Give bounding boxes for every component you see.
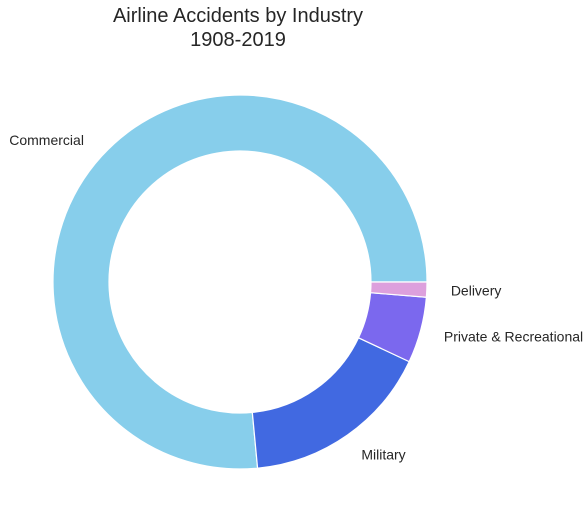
slice-commercial bbox=[52, 94, 428, 470]
slice-labels: Commercial Military Private & Recreational… bbox=[9, 132, 583, 463]
chart-title-line-2: 1908-2019 bbox=[190, 29, 286, 51]
slice-delivery bbox=[369, 281, 428, 298]
label-commercial: Commercial bbox=[9, 132, 84, 148]
chart-title-line-1: Airline Accidents by Industry bbox=[113, 5, 363, 27]
label-military: Military bbox=[361, 447, 405, 463]
donut-slices bbox=[52, 94, 428, 470]
label-private-recreational: Private & Recreational bbox=[444, 328, 583, 344]
label-delivery: Delivery bbox=[451, 283, 502, 299]
